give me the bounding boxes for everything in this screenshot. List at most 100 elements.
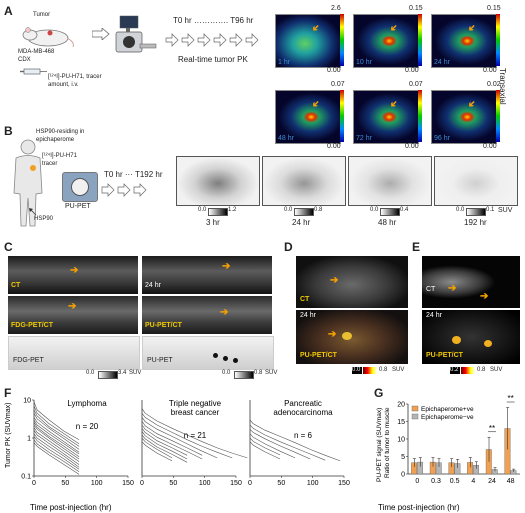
series-line bbox=[141, 417, 218, 459]
x-tick-label: 100 bbox=[307, 480, 319, 487]
colorbar-min: 0.00 bbox=[327, 143, 341, 150]
scale-lo: 0.0 bbox=[456, 207, 465, 213]
x-axis-label: Time post-injection (hr) bbox=[378, 503, 460, 512]
series-line bbox=[141, 434, 188, 463]
y-axis-label: Ratio of tumor to muscle bbox=[384, 407, 391, 478]
pet-time-label: 24 hr bbox=[434, 59, 450, 66]
suv-scale-c2: 0.0 0.8 SUV bbox=[222, 369, 278, 379]
colorbar-min: 0.00 bbox=[483, 143, 497, 150]
syringe-icon bbox=[20, 68, 47, 75]
pet-time-label: 72 hr bbox=[356, 135, 372, 142]
y-tick-label: 10 bbox=[397, 437, 405, 444]
arrow-marker: ➔ bbox=[309, 97, 322, 111]
time-label-b: 192 hr bbox=[464, 218, 487, 227]
series-line bbox=[249, 428, 311, 460]
chart-title: Triple negative bbox=[169, 399, 222, 408]
suv-scale-d: 0.0 0.8 SUV bbox=[352, 366, 422, 376]
tracer-label-a: [¹²⁴I]-PU-H71, tracer amount, i.v. bbox=[48, 74, 102, 88]
ct-image-right: 24 hr ➔ bbox=[142, 256, 272, 294]
scale-lo: 0.0 bbox=[86, 370, 95, 376]
pu-pet-label: PU-PET bbox=[147, 357, 173, 364]
scanner-label-b: PU-PET bbox=[65, 203, 91, 210]
y-tick-label: 1 bbox=[27, 436, 31, 443]
x-tick-label: 50 bbox=[61, 480, 69, 487]
colorbar-max: 0.07 bbox=[331, 81, 345, 88]
fdg-pet-label: FDG-PET bbox=[13, 357, 44, 364]
scale-lo: 0.0 bbox=[370, 207, 379, 213]
fdg-ct-image: FDG-PET/CT ➔ bbox=[8, 296, 138, 334]
n-annotation: n = 6 bbox=[294, 431, 313, 440]
time-label-c: 24 hr bbox=[145, 282, 161, 289]
x-tick-label: 4 bbox=[471, 478, 475, 485]
legend-label: Epichaperome−ve bbox=[421, 414, 474, 421]
timeline-arrows-b bbox=[101, 183, 147, 197]
pet-image-4: 48 hr ➔ bbox=[275, 90, 341, 144]
pu-ct-image-e: 24 hr PU-PET/CT bbox=[422, 310, 520, 364]
panel-c-label: C bbox=[4, 240, 13, 254]
significance-label: ** bbox=[489, 424, 495, 433]
y-axis-label: PU-PET signal (SUVmax) bbox=[376, 408, 383, 482]
model-label: MDA-MB-468 CDX bbox=[18, 49, 55, 63]
ct-label-left: CT bbox=[11, 282, 21, 289]
pu-pet-image: PU-PET bbox=[142, 336, 274, 370]
series-line bbox=[141, 420, 203, 456]
y-axis-label: Tumor PK (SUVmax) bbox=[5, 403, 12, 468]
suv-scale-b: 0.0 0.4 bbox=[370, 207, 430, 216]
scale-bar bbox=[234, 371, 254, 379]
colorbar bbox=[340, 90, 344, 142]
series-line bbox=[33, 442, 80, 475]
scale-unit: SUV bbox=[129, 370, 142, 376]
scale-bar bbox=[208, 208, 228, 216]
pet-image-grid: 1 hr ➔ 2.6 0.00 10 hr ➔ 0.15 0.00 24 hr ➔ 0.15 0.00… bbox=[275, 4, 507, 152]
chart-title: adenocarcinoma bbox=[273, 408, 333, 417]
pu-pet-image-1 bbox=[176, 156, 260, 206]
legend-swatch bbox=[411, 413, 419, 420]
legend-label: Epichaperome+ve bbox=[421, 406, 474, 413]
time-label-d: 24 hr bbox=[300, 312, 316, 319]
fused-label-e: PU-PET/CT bbox=[426, 352, 463, 359]
n-annotation: n = 20 bbox=[76, 422, 99, 431]
x-tick-label: 50 bbox=[277, 480, 285, 487]
pet-scanner-icon bbox=[115, 15, 157, 53]
legend-swatch bbox=[411, 405, 419, 412]
scale-bar bbox=[466, 208, 486, 216]
colorbar-max: 0.02 bbox=[487, 81, 501, 88]
panel-a-label: A bbox=[4, 4, 13, 18]
scale-lo: 0.0 bbox=[222, 370, 231, 376]
uptake-spot bbox=[233, 358, 238, 363]
x-axis-label: Time post-injection (hr) bbox=[30, 503, 112, 512]
y-tick-label: 20 bbox=[397, 402, 405, 409]
pet-time-label: 1 hr bbox=[278, 59, 291, 66]
uptake-spot bbox=[223, 356, 228, 361]
pet-image-5: 72 hr ➔ bbox=[353, 90, 419, 144]
scale-unit: SUV bbox=[265, 370, 278, 376]
time-label-b: 48 hr bbox=[378, 218, 397, 227]
fused-label-d: PU-PET/CT bbox=[300, 352, 337, 359]
fdg-pet-image: FDG-PET bbox=[8, 336, 140, 370]
ct-image-e: CT ➔ ➔ bbox=[422, 256, 520, 308]
pu-pet-photo bbox=[62, 172, 98, 202]
arrow-icon bbox=[92, 28, 110, 40]
arrow-marker: ➔ bbox=[220, 307, 229, 318]
pu-pet-image-4 bbox=[434, 156, 518, 206]
timeline-arrows bbox=[165, 33, 259, 47]
x-tick-label: 0 bbox=[415, 478, 419, 485]
ct-image-left: CT ➔ bbox=[8, 256, 138, 294]
scale-lo: 0.2 bbox=[450, 367, 460, 374]
x-tick-label: 48 bbox=[507, 478, 515, 485]
pet-time-label: 10 hr bbox=[356, 59, 372, 66]
series-line bbox=[33, 422, 80, 458]
series-line bbox=[33, 413, 80, 450]
arrow-marker: ➔ bbox=[465, 21, 478, 35]
arrow-marker: ➔ bbox=[328, 329, 337, 340]
pet-image-3: 24 hr ➔ bbox=[431, 14, 497, 68]
arrow-marker: ➔ bbox=[448, 283, 457, 294]
colorbar bbox=[340, 14, 344, 66]
x-tick-label: 150 bbox=[122, 480, 134, 487]
n-annotation: n = 21 bbox=[184, 431, 207, 440]
scale-hi: 0.8 bbox=[379, 367, 388, 373]
human-body-illustration bbox=[13, 139, 43, 227]
suv-scale-e: 0.2 0.8 SUV bbox=[450, 366, 520, 376]
arrow-marker: ➔ bbox=[330, 275, 339, 286]
series-line bbox=[141, 424, 203, 460]
